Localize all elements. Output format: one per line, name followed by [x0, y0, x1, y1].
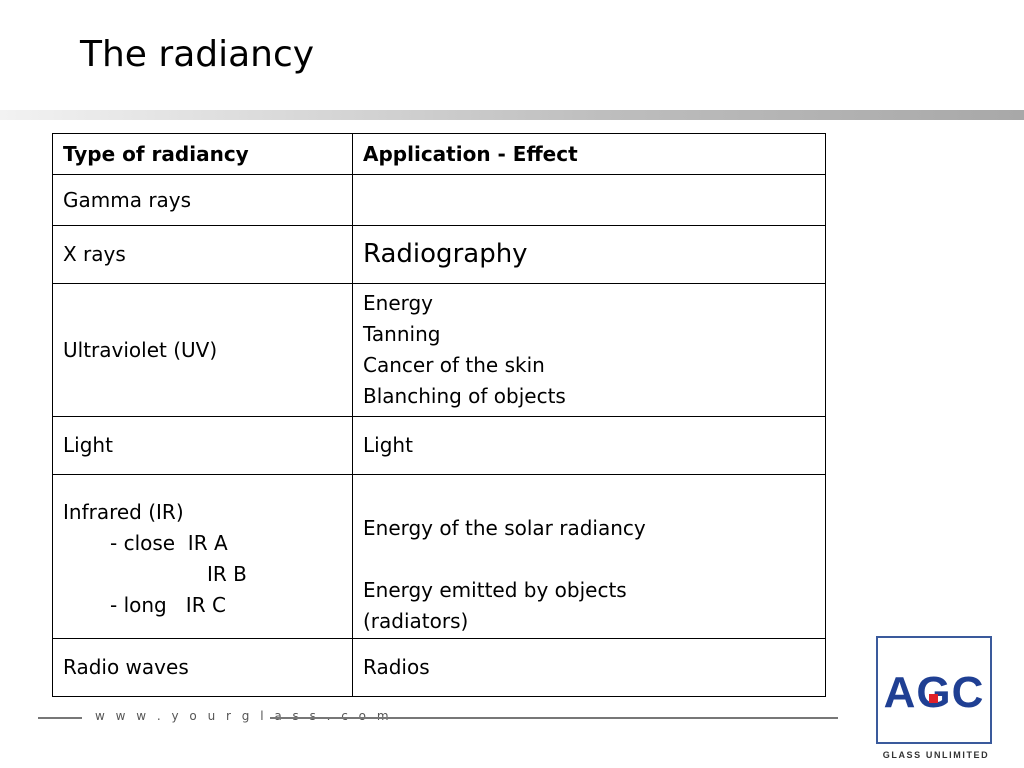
- cell-text: X rays: [63, 242, 126, 266]
- cell: Energy Tanning Cancer of the skin Blanch…: [352, 283, 826, 417]
- footer-line: [270, 717, 838, 719]
- cell-text: Radiography: [363, 239, 528, 269]
- cell: Energy of the solar radiancy Energy emit…: [352, 474, 826, 639]
- title-bar: [0, 110, 1024, 120]
- logo: AGC: [876, 636, 992, 744]
- cell: Gamma rays: [52, 174, 353, 226]
- cell-text: Gamma rays: [63, 187, 192, 212]
- cell-text: Blanching of objects: [363, 384, 566, 408]
- footer-url: w w w . y o u r g l a s s . c o m: [95, 709, 393, 723]
- cell-text: Energy: [363, 291, 434, 315]
- cell: Infrared (IR) - close IR A IR B - long I…: [52, 474, 353, 639]
- column-header: Application - Effect: [352, 133, 826, 175]
- cell-text: Energy of the solar radiancy: [363, 516, 646, 540]
- column-header: Type of radiancy: [52, 133, 353, 175]
- table-row: Light Light: [52, 416, 826, 475]
- cell-text: (radiators): [363, 609, 469, 633]
- cell-text: Ultraviolet (UV): [63, 337, 218, 362]
- cell: Light: [52, 416, 353, 475]
- radiancy-table: Type of radiancy Application - Effect Ga…: [52, 133, 826, 697]
- table-row: Gamma rays: [52, 174, 826, 226]
- table-row: X rays Radiography: [52, 225, 826, 284]
- cell-text: - long IR C: [110, 593, 226, 617]
- cell: Radio waves: [52, 638, 353, 697]
- cell-text: Light: [63, 433, 113, 457]
- logo-slogan: GLASS UNLIMITED: [882, 750, 990, 760]
- cell: [352, 174, 826, 226]
- cell: Ultraviolet (UV): [52, 283, 353, 417]
- logo-dot: [929, 694, 938, 703]
- cell-text: Energy emitted by objects: [363, 578, 627, 602]
- cell: Radiography: [352, 225, 826, 284]
- header-row: Type of radiancy Application - Effect: [52, 133, 826, 175]
- cell-text: IR B: [207, 562, 247, 586]
- table-row: Infrared (IR) - close IR A IR B - long I…: [52, 474, 826, 639]
- cell: Light: [352, 416, 826, 475]
- cell-text: - close IR A: [110, 531, 228, 555]
- table-row: Radio waves Radios: [52, 638, 826, 697]
- logo-text: AGC: [883, 668, 985, 717]
- cell: X rays: [52, 225, 353, 284]
- slide-title: The radiancy: [80, 34, 315, 75]
- cell-text: Light: [363, 433, 413, 457]
- footer-line: [38, 717, 82, 719]
- cell-text: Radio waves: [63, 655, 189, 679]
- cell-text: Infrared (IR): [63, 500, 184, 524]
- cell-text: Tanning: [363, 322, 441, 346]
- cell: Radios: [352, 638, 826, 697]
- table-row: Ultraviolet (UV) Energy Tanning Cancer o…: [52, 283, 826, 417]
- cell-text: Radios: [363, 655, 430, 679]
- cell-text: Cancer of the skin: [363, 353, 545, 377]
